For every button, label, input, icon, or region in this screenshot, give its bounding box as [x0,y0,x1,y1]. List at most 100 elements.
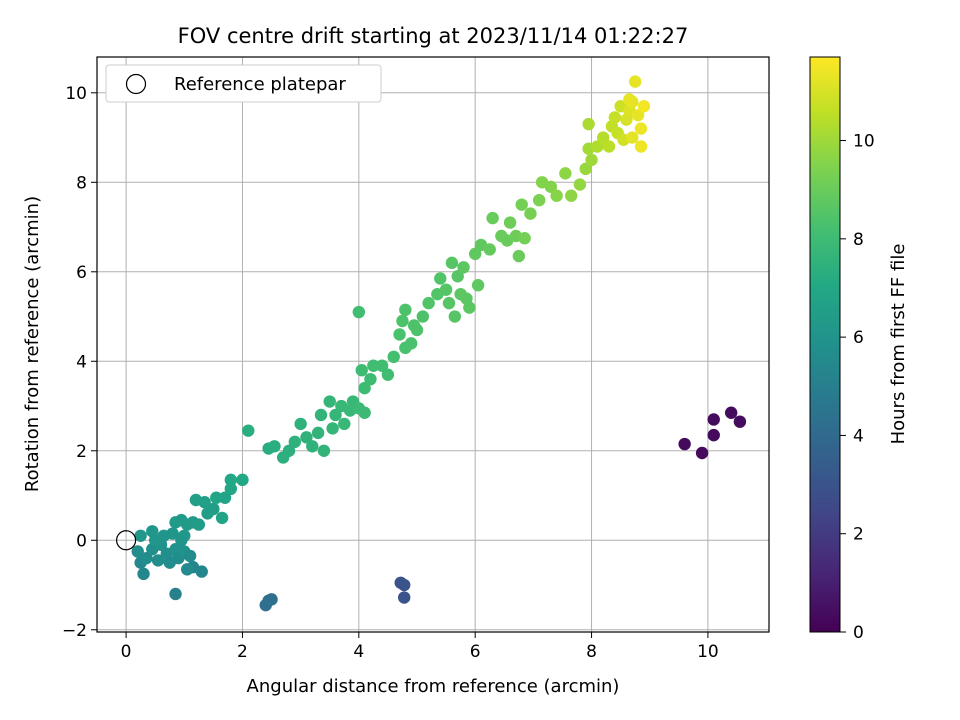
colorbar-label: Hours from first FF file [888,244,909,445]
y-tick-label: 6 [76,263,87,283]
data-point [375,359,389,372]
y-tick-label: 2 [76,442,87,462]
data-point [512,249,526,263]
y-axis-label: Rotation from reference (arcmin) [22,196,43,492]
data-point [399,303,412,317]
data-point [733,415,747,428]
data-point [582,117,595,131]
data-point [439,283,453,296]
data-point [518,232,531,245]
data-point [596,131,610,144]
y-tick-label: 8 [76,173,87,193]
data-point [300,431,313,444]
data-point [434,272,447,285]
data-point [707,413,720,426]
data-point [637,100,651,113]
colorbar-tick-label: 4 [853,426,864,446]
data-point [381,368,395,381]
data-point [329,408,342,422]
data-point [306,440,319,453]
data-point [131,545,144,558]
colorbar-tick-label: 10 [853,132,875,152]
data-point [564,189,578,202]
y-ticks: −2 0 2 4 6 8 10 [62,84,97,641]
plot-area-border [96,56,770,633]
data-point [282,444,296,457]
data-point [151,554,165,567]
data-point [468,247,482,261]
x-tick-label: 2 [237,642,248,662]
data-point [317,444,331,457]
data-point [451,270,464,283]
data-point [242,424,255,437]
data-point [524,207,537,220]
data-point [463,301,476,314]
data-point [398,591,411,604]
data-point [195,565,208,578]
legend: Reference platepar [105,64,382,103]
data-point [442,296,456,310]
data-point [355,364,368,377]
data-point [338,417,351,431]
data-point [207,502,220,516]
data-point [398,578,411,592]
data-point [532,193,546,207]
data-point [134,529,147,542]
data-point [146,525,159,538]
colorbar-ticks: 0 2 4 6 8 10 [840,132,875,643]
data-point [224,473,238,487]
colorbar-tick-label: 8 [853,230,864,250]
data-point [265,593,278,606]
x-ticks: 0 2 4 6 8 10 [121,632,719,662]
x-tick-label: 4 [353,642,364,662]
colorbar-tick-label: 0 [853,623,864,643]
y-tick-label: 0 [76,531,87,551]
data-point [678,437,691,451]
data-point [326,422,339,435]
data-point [189,493,203,507]
data-point [314,408,328,422]
data-point [544,180,558,193]
data-point [634,122,648,135]
x-tick-label: 0 [121,642,132,662]
data-point [364,372,377,386]
data-point [573,178,587,191]
y-tick-label: 4 [76,352,87,372]
data-point [210,491,223,504]
data-point [404,337,418,350]
data-point [457,261,470,274]
data-point [515,198,528,211]
data-point [631,108,645,122]
reference-platepar-marker [115,530,137,551]
data-point [416,310,430,323]
data-point [180,563,194,576]
data-point [236,473,249,487]
colorbar [809,56,841,633]
data-point [311,426,325,440]
data-point [358,381,371,395]
y-tick-label: 10 [65,84,87,104]
data-point [559,167,572,180]
data-point [294,417,307,431]
data-point [471,279,485,292]
data-point [169,587,182,601]
colorbar-tick-label: 6 [853,328,864,348]
x-tick-label: 6 [470,642,481,662]
data-point [585,153,598,167]
data-point [628,75,642,88]
data-point [215,511,229,525]
data-point [183,549,197,563]
data-point [367,359,380,372]
colorbar-tick-label: 2 [853,525,864,545]
data-point [387,350,400,364]
data-point [602,140,616,153]
data-point [445,256,459,270]
data-point [393,328,406,341]
x-tick-label: 8 [586,642,597,662]
data-point [550,189,563,202]
data-point [591,140,604,153]
data-point [192,518,206,531]
data-point [626,131,639,144]
legend-box [105,64,382,103]
data-point [218,491,232,504]
